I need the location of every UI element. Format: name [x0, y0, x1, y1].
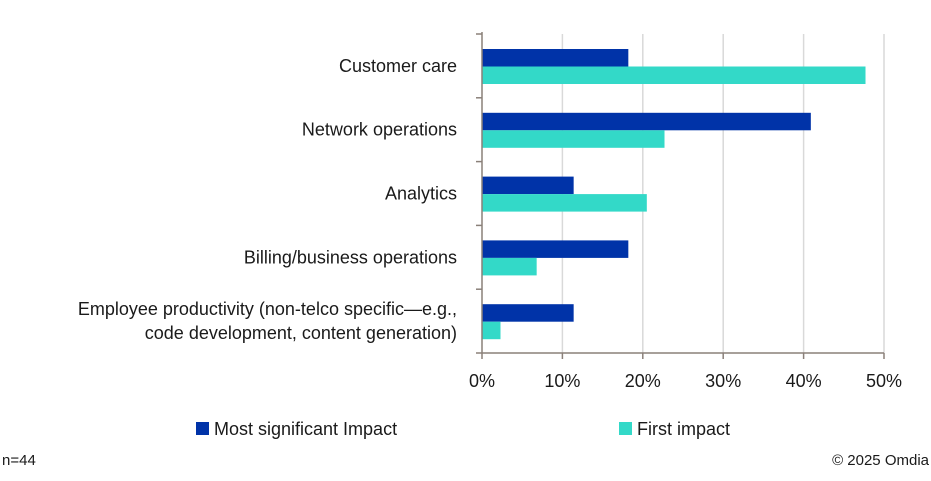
- bar-first-impact: [482, 321, 501, 340]
- category-label: Employee productivity (non-telco specifi…: [78, 299, 457, 319]
- bar-most-significant: [482, 112, 811, 131]
- bar-most-significant: [482, 49, 629, 67]
- bar-most-significant: [482, 304, 574, 322]
- category-label: Customer care: [339, 56, 457, 76]
- copyright-note: © 2025 Omdia: [832, 452, 929, 469]
- legend-label: First impact: [637, 419, 730, 439]
- legend-swatch: [196, 422, 209, 435]
- bar-first-impact: [482, 130, 665, 148]
- x-tick-label: 10%: [544, 371, 580, 391]
- category-label: code development, content generation): [145, 323, 457, 343]
- bar-first-impact: [482, 66, 866, 84]
- bar-first-impact: [482, 194, 647, 212]
- x-tick-label: 40%: [786, 371, 822, 391]
- bar-first-impact: [482, 257, 537, 276]
- bar-most-significant: [482, 176, 574, 195]
- x-tick-label: 50%: [866, 371, 902, 391]
- legend-swatch: [619, 422, 632, 435]
- x-tick-label: 20%: [625, 371, 661, 391]
- category-label: Network operations: [302, 120, 457, 140]
- x-tick-label: 0%: [469, 371, 495, 391]
- category-label: Billing/business operations: [244, 247, 457, 267]
- bar-most-significant: [482, 240, 629, 258]
- x-tick-label: 30%: [705, 371, 741, 391]
- legend-label: Most significant Impact: [214, 419, 397, 439]
- category-label: Analytics: [385, 184, 457, 204]
- sample-size-note: n=44: [2, 452, 36, 469]
